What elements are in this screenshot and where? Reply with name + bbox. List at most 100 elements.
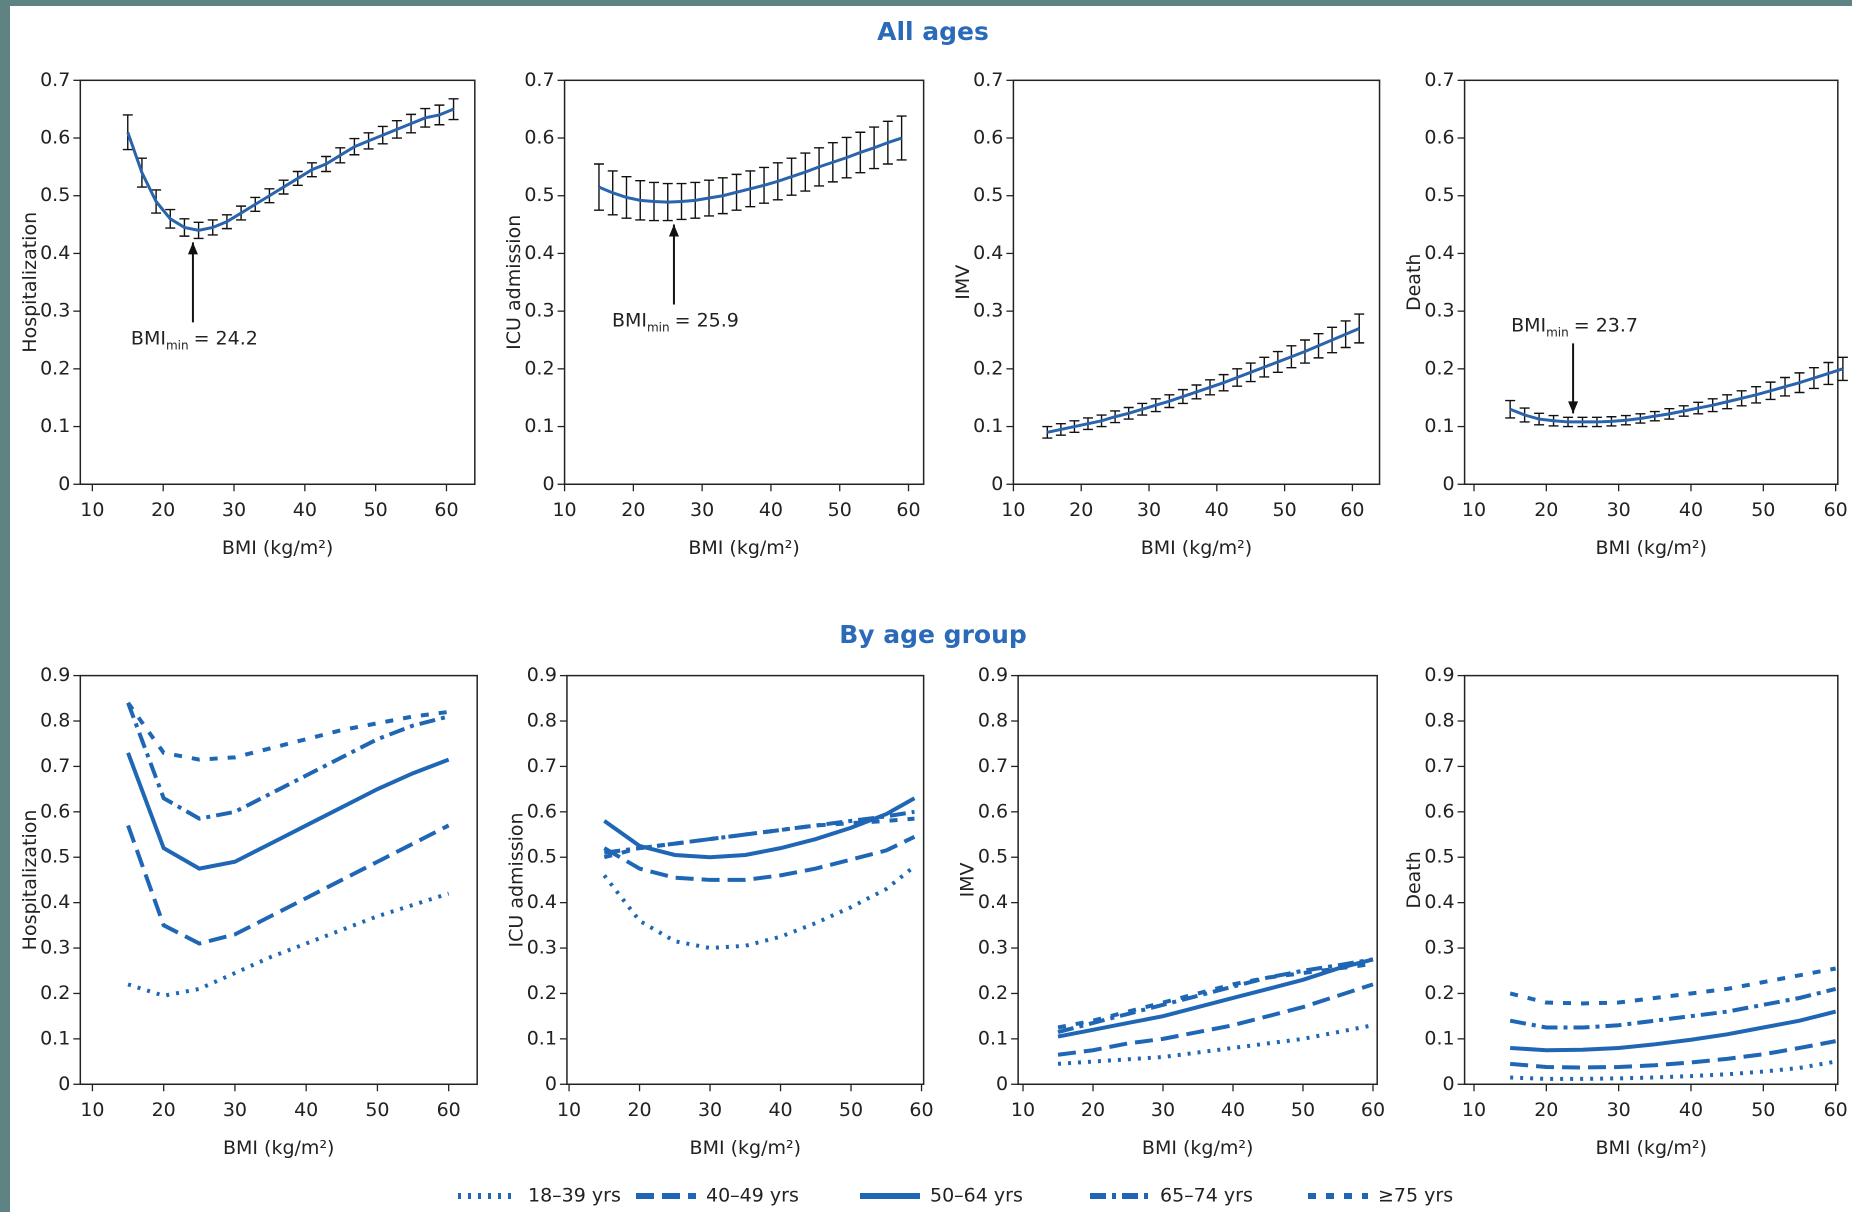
x-tick-label: 40 — [759, 499, 783, 521]
x-tick-label: 10 — [1001, 499, 1025, 521]
y-tick-label: 0.5 — [40, 846, 70, 868]
error-bar — [1505, 399, 1516, 419]
x-tick-label: 10 — [557, 1099, 581, 1121]
y-tick-label: 0.4 — [978, 891, 1008, 913]
section-heading: By age group — [839, 620, 1027, 649]
x-tick-label: 20 — [621, 499, 645, 521]
y-tick-label: 0.5 — [978, 846, 1008, 868]
y-axis-label: ICU admission — [503, 215, 525, 350]
y-tick-label: 0.6 — [1424, 800, 1454, 822]
y-tick-label: 0.6 — [527, 800, 557, 822]
y-tick-label: 0 — [1442, 1073, 1454, 1095]
series-line — [1510, 1009, 1837, 1053]
x-tick-label: 50 — [1291, 1099, 1315, 1121]
y-tick-label: 0.7 — [40, 755, 70, 777]
y-tick-label: 0 — [991, 473, 1003, 495]
panel-background — [10, 6, 1852, 1212]
series-line — [126, 752, 450, 871]
x-tick-label: 40 — [768, 1099, 792, 1121]
plot-frame — [1463, 674, 1839, 1086]
x-tick-label: 30 — [698, 1099, 722, 1121]
x-tick-label: 40 — [1679, 499, 1703, 521]
error-bar — [1354, 313, 1365, 344]
y-tick-label: 0.3 — [973, 300, 1003, 322]
x-tick-label: 10 — [80, 1099, 104, 1121]
plot-frame — [566, 674, 925, 1086]
y-tick-label: 0.5 — [527, 846, 557, 868]
x-tick-label: 20 — [1534, 1099, 1558, 1121]
legend-label: 50–64 yrs — [930, 1185, 1023, 1207]
x-tick-label: 60 — [1361, 1099, 1385, 1121]
series-line — [603, 796, 916, 860]
annotation-arrowhead — [187, 242, 198, 255]
plot-frame — [1463, 79, 1839, 486]
x-axis-label: BMI (kg/m²) — [1141, 537, 1253, 559]
y-tick-label: 0.7 — [1424, 755, 1454, 777]
y-tick-label: 0.2 — [40, 357, 70, 379]
y-tick-label: 0.1 — [978, 1027, 1008, 1049]
plot-frame — [1012, 79, 1381, 486]
error-bar — [593, 163, 604, 211]
x-tick-label: 20 — [1069, 499, 1093, 521]
x-tick-label: 20 — [152, 1099, 176, 1121]
y-tick-label: 0.5 — [973, 184, 1003, 206]
legend-label: 40–49 yrs — [706, 1185, 799, 1207]
x-tick-label: 10 — [80, 499, 104, 521]
y-tick-label: 0.7 — [40, 69, 70, 91]
annotation-subscript: min — [647, 320, 670, 334]
x-tick-label: 40 — [294, 1099, 318, 1121]
x-tick-label: 30 — [690, 499, 714, 521]
y-tick-label: 0.3 — [40, 300, 70, 322]
x-tick-label: 40 — [1679, 1099, 1703, 1121]
series-line — [598, 136, 903, 204]
legend-label: 65–74 yrs — [1160, 1185, 1253, 1207]
series-line — [126, 702, 450, 821]
x-axis-label: BMI (kg/m²) — [688, 537, 800, 559]
x-tick-label: 50 — [839, 1099, 863, 1121]
annotation-value: = 25.9 — [675, 309, 739, 331]
y-axis-label: IMV — [957, 862, 979, 897]
series-line — [1509, 1039, 1837, 1070]
series-line — [1509, 986, 1837, 1030]
y-tick-label: 0.6 — [978, 800, 1008, 822]
series-line — [1046, 327, 1360, 434]
x-tick-label: 60 — [909, 1099, 933, 1121]
x-tick-label: 30 — [222, 499, 246, 521]
x-axis-label: BMI (kg/m²) — [223, 1137, 335, 1159]
y-tick-label: 0.4 — [40, 891, 70, 913]
x-tick-label: 60 — [896, 499, 920, 521]
legend-label: 18–39 yrs — [528, 1185, 621, 1207]
y-tick-label: 0.6 — [1424, 127, 1454, 149]
x-tick-label: 20 — [1081, 1099, 1105, 1121]
annotation-text: BMI — [1511, 314, 1546, 336]
plot-frame — [79, 79, 476, 486]
y-tick-label: 0.6 — [40, 800, 70, 822]
y-tick-label: 0.1 — [40, 415, 70, 437]
y-tick-label: 0.9 — [40, 664, 70, 686]
series-line — [603, 816, 915, 860]
y-tick-label: 0.8 — [978, 710, 1008, 732]
y-tick-label: 0 — [542, 473, 554, 495]
y-tick-label: 0.9 — [1424, 664, 1454, 686]
series-line — [604, 809, 915, 855]
y-tick-label: 0.4 — [40, 242, 70, 264]
series-line — [126, 823, 450, 946]
error-bar — [1837, 356, 1848, 382]
x-tick-label: 50 — [1273, 499, 1297, 521]
plot-frame — [563, 79, 925, 486]
y-tick-label: 0.5 — [40, 184, 70, 206]
x-tick-label: 20 — [151, 499, 175, 521]
y-tick-label: 0 — [996, 1073, 1008, 1095]
y-axis-label: Hospitalization — [19, 810, 41, 951]
annotation-arrowhead — [1568, 401, 1579, 414]
x-tick-label: 50 — [364, 499, 388, 521]
y-tick-label: 0.5 — [1424, 184, 1454, 206]
annotation-arrowhead — [668, 224, 679, 237]
y-tick-label: 0.1 — [524, 415, 554, 437]
y-tick-label: 0.7 — [1424, 69, 1454, 91]
y-tick-label: 0.7 — [527, 755, 557, 777]
series-line — [1057, 961, 1374, 1030]
y-tick-label: 0.9 — [527, 664, 557, 686]
x-tick-label: 30 — [223, 1099, 247, 1121]
